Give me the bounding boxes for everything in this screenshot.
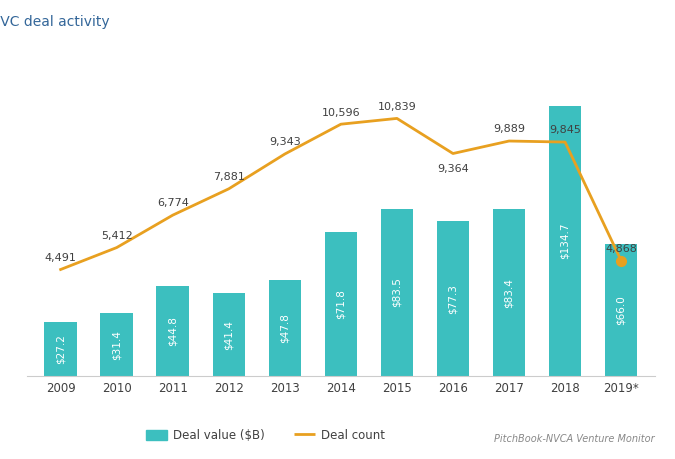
Text: 9,364: 9,364 <box>437 164 469 174</box>
Text: 5,412: 5,412 <box>101 231 132 241</box>
Text: $66.0: $66.0 <box>616 295 626 325</box>
Text: 9,343: 9,343 <box>269 137 300 147</box>
Text: 6,774: 6,774 <box>157 198 189 208</box>
Bar <box>493 209 525 376</box>
Text: $31.4: $31.4 <box>111 330 121 360</box>
Text: PitchBook-NVCA Venture Monitor: PitchBook-NVCA Venture Monitor <box>494 434 655 444</box>
Text: 4,491: 4,491 <box>45 253 76 263</box>
Legend: Deal value ($B), Deal count: Deal value ($B), Deal count <box>141 424 390 447</box>
Text: 10,839: 10,839 <box>377 102 416 112</box>
Text: $47.8: $47.8 <box>280 313 290 343</box>
Text: 9,889: 9,889 <box>493 124 525 134</box>
Bar <box>157 286 189 376</box>
Bar <box>437 221 469 376</box>
Bar <box>45 322 77 376</box>
Text: 9,845: 9,845 <box>549 125 581 135</box>
Bar <box>605 244 637 376</box>
Text: $41.4: $41.4 <box>224 320 234 350</box>
Bar <box>381 209 413 376</box>
Text: $71.8: $71.8 <box>336 289 346 319</box>
Text: US VC deal activity: US VC deal activity <box>0 15 109 29</box>
Bar <box>269 280 301 376</box>
Text: 7,881: 7,881 <box>213 172 245 182</box>
Text: 4,868: 4,868 <box>605 244 637 254</box>
Bar <box>101 313 133 376</box>
Text: $27.2: $27.2 <box>55 334 65 364</box>
Bar <box>325 232 357 376</box>
Text: $44.8: $44.8 <box>167 316 178 347</box>
Text: 10,596: 10,596 <box>321 107 360 118</box>
Bar <box>213 293 245 376</box>
Bar <box>549 106 581 376</box>
Text: $83.4: $83.4 <box>504 278 514 308</box>
Text: $134.7: $134.7 <box>560 223 570 259</box>
Text: $83.5: $83.5 <box>392 278 402 308</box>
Text: $77.3: $77.3 <box>448 284 458 313</box>
